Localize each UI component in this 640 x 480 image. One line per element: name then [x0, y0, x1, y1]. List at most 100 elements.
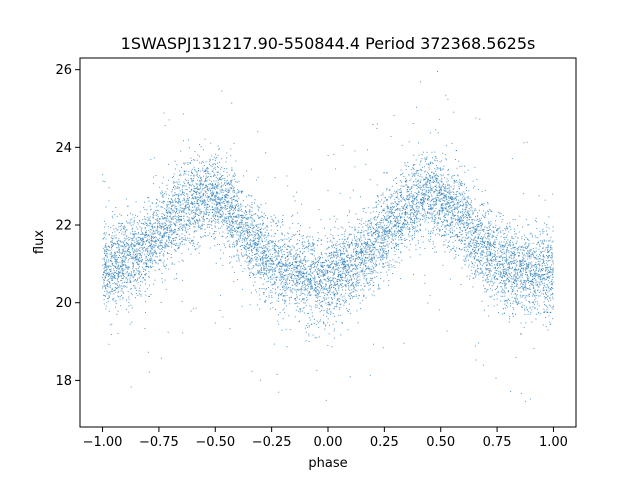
scatter-point: [224, 199, 226, 201]
scatter-point: [354, 286, 356, 288]
scatter-point: [277, 263, 279, 265]
scatter-point: [509, 267, 511, 269]
scatter-point: [480, 268, 482, 270]
scatter-point: [122, 291, 124, 293]
scatter-point: [515, 283, 517, 285]
scatter-point: [240, 219, 242, 221]
scatter-point: [200, 162, 202, 164]
scatter-point: [484, 234, 486, 236]
scatter-point: [144, 274, 146, 276]
scatter-point: [454, 230, 456, 232]
scatter-point: [273, 220, 275, 222]
scatter-point: [365, 163, 367, 165]
scatter-point: [313, 319, 315, 321]
scatter-point: [305, 276, 307, 278]
scatter-point: [370, 240, 372, 242]
scatter-point: [204, 194, 206, 196]
scatter-point: [380, 250, 382, 252]
scatter-point: [461, 208, 463, 210]
scatter-point: [452, 188, 454, 190]
scatter-point: [275, 243, 277, 245]
scatter-point: [185, 180, 187, 182]
scatter-point: [471, 219, 473, 221]
scatter-point: [547, 255, 549, 257]
scatter-point: [532, 282, 534, 284]
scatter-point: [312, 249, 314, 251]
scatter-point: [361, 249, 363, 251]
scatter-point: [300, 275, 302, 277]
scatter-point: [513, 251, 515, 253]
scatter-point: [291, 279, 293, 281]
scatter-point: [481, 241, 483, 243]
scatter-point: [214, 188, 216, 190]
scatter-point: [339, 243, 341, 245]
scatter-point: [155, 202, 157, 204]
scatter-point: [193, 226, 195, 228]
scatter-point: [180, 201, 182, 203]
scatter-point: [502, 259, 504, 261]
scatter-point: [414, 198, 416, 200]
scatter-point: [109, 278, 111, 280]
scatter-point: [436, 178, 438, 179]
scatter-point: [429, 238, 431, 240]
scatter-point: [271, 260, 273, 262]
scatter-point: [261, 211, 263, 213]
scatter-point: [332, 299, 333, 301]
scatter-point: [115, 266, 117, 268]
scatter-point: [507, 290, 509, 292]
scatter-point: [245, 248, 247, 250]
scatter-point: [267, 243, 269, 245]
scatter-point: [288, 315, 290, 317]
scatter-point: [375, 216, 377, 218]
scatter-point: [183, 181, 185, 183]
scatter-point: [418, 210, 420, 212]
scatter-point: [437, 70, 439, 72]
scatter-point: [230, 236, 232, 238]
scatter-point: [252, 265, 254, 267]
scatter-point: [469, 228, 471, 230]
scatter-point: [111, 245, 113, 247]
scatter-point: [224, 177, 226, 179]
scatter-point: [407, 222, 409, 224]
scatter-point: [489, 253, 491, 255]
scatter-point: [363, 277, 365, 279]
scatter-point: [118, 286, 120, 288]
scatter-point: [109, 250, 111, 252]
scatter-point: [382, 238, 384, 240]
scatter-point: [435, 129, 437, 131]
scatter-point: [412, 206, 414, 208]
scatter-point: [158, 222, 160, 224]
scatter-point: [452, 196, 454, 198]
scatter-point: [128, 296, 130, 298]
scatter-point: [219, 189, 221, 191]
scatter-point: [193, 190, 195, 192]
scatter-point: [461, 192, 463, 194]
scatter-point: [520, 322, 522, 324]
scatter-point: [412, 229, 414, 231]
scatter-point: [275, 251, 277, 253]
scatter-point: [102, 174, 104, 176]
scatter-point: [130, 237, 132, 239]
scatter-point: [510, 256, 512, 258]
scatter-point: [462, 240, 464, 242]
scatter-point: [447, 169, 449, 171]
scatter-point: [136, 256, 138, 258]
scatter-point: [145, 234, 147, 236]
scatter-point: [342, 270, 344, 272]
scatter-point: [115, 256, 117, 258]
scatter-point: [514, 298, 516, 300]
scatter-point: [468, 208, 470, 210]
scatter-point: [250, 224, 252, 226]
scatter-point: [486, 250, 488, 252]
scatter-point: [143, 250, 145, 252]
scatter-point: [457, 215, 459, 217]
scatter-point: [250, 244, 252, 246]
scatter-point: [241, 239, 243, 241]
scatter-point: [192, 202, 194, 204]
scatter-point: [318, 256, 320, 258]
scatter-point: [152, 254, 154, 256]
scatter-point: [516, 273, 518, 275]
scatter-point: [163, 255, 165, 257]
scatter-point: [210, 198, 212, 200]
scatter-point: [290, 276, 291, 278]
